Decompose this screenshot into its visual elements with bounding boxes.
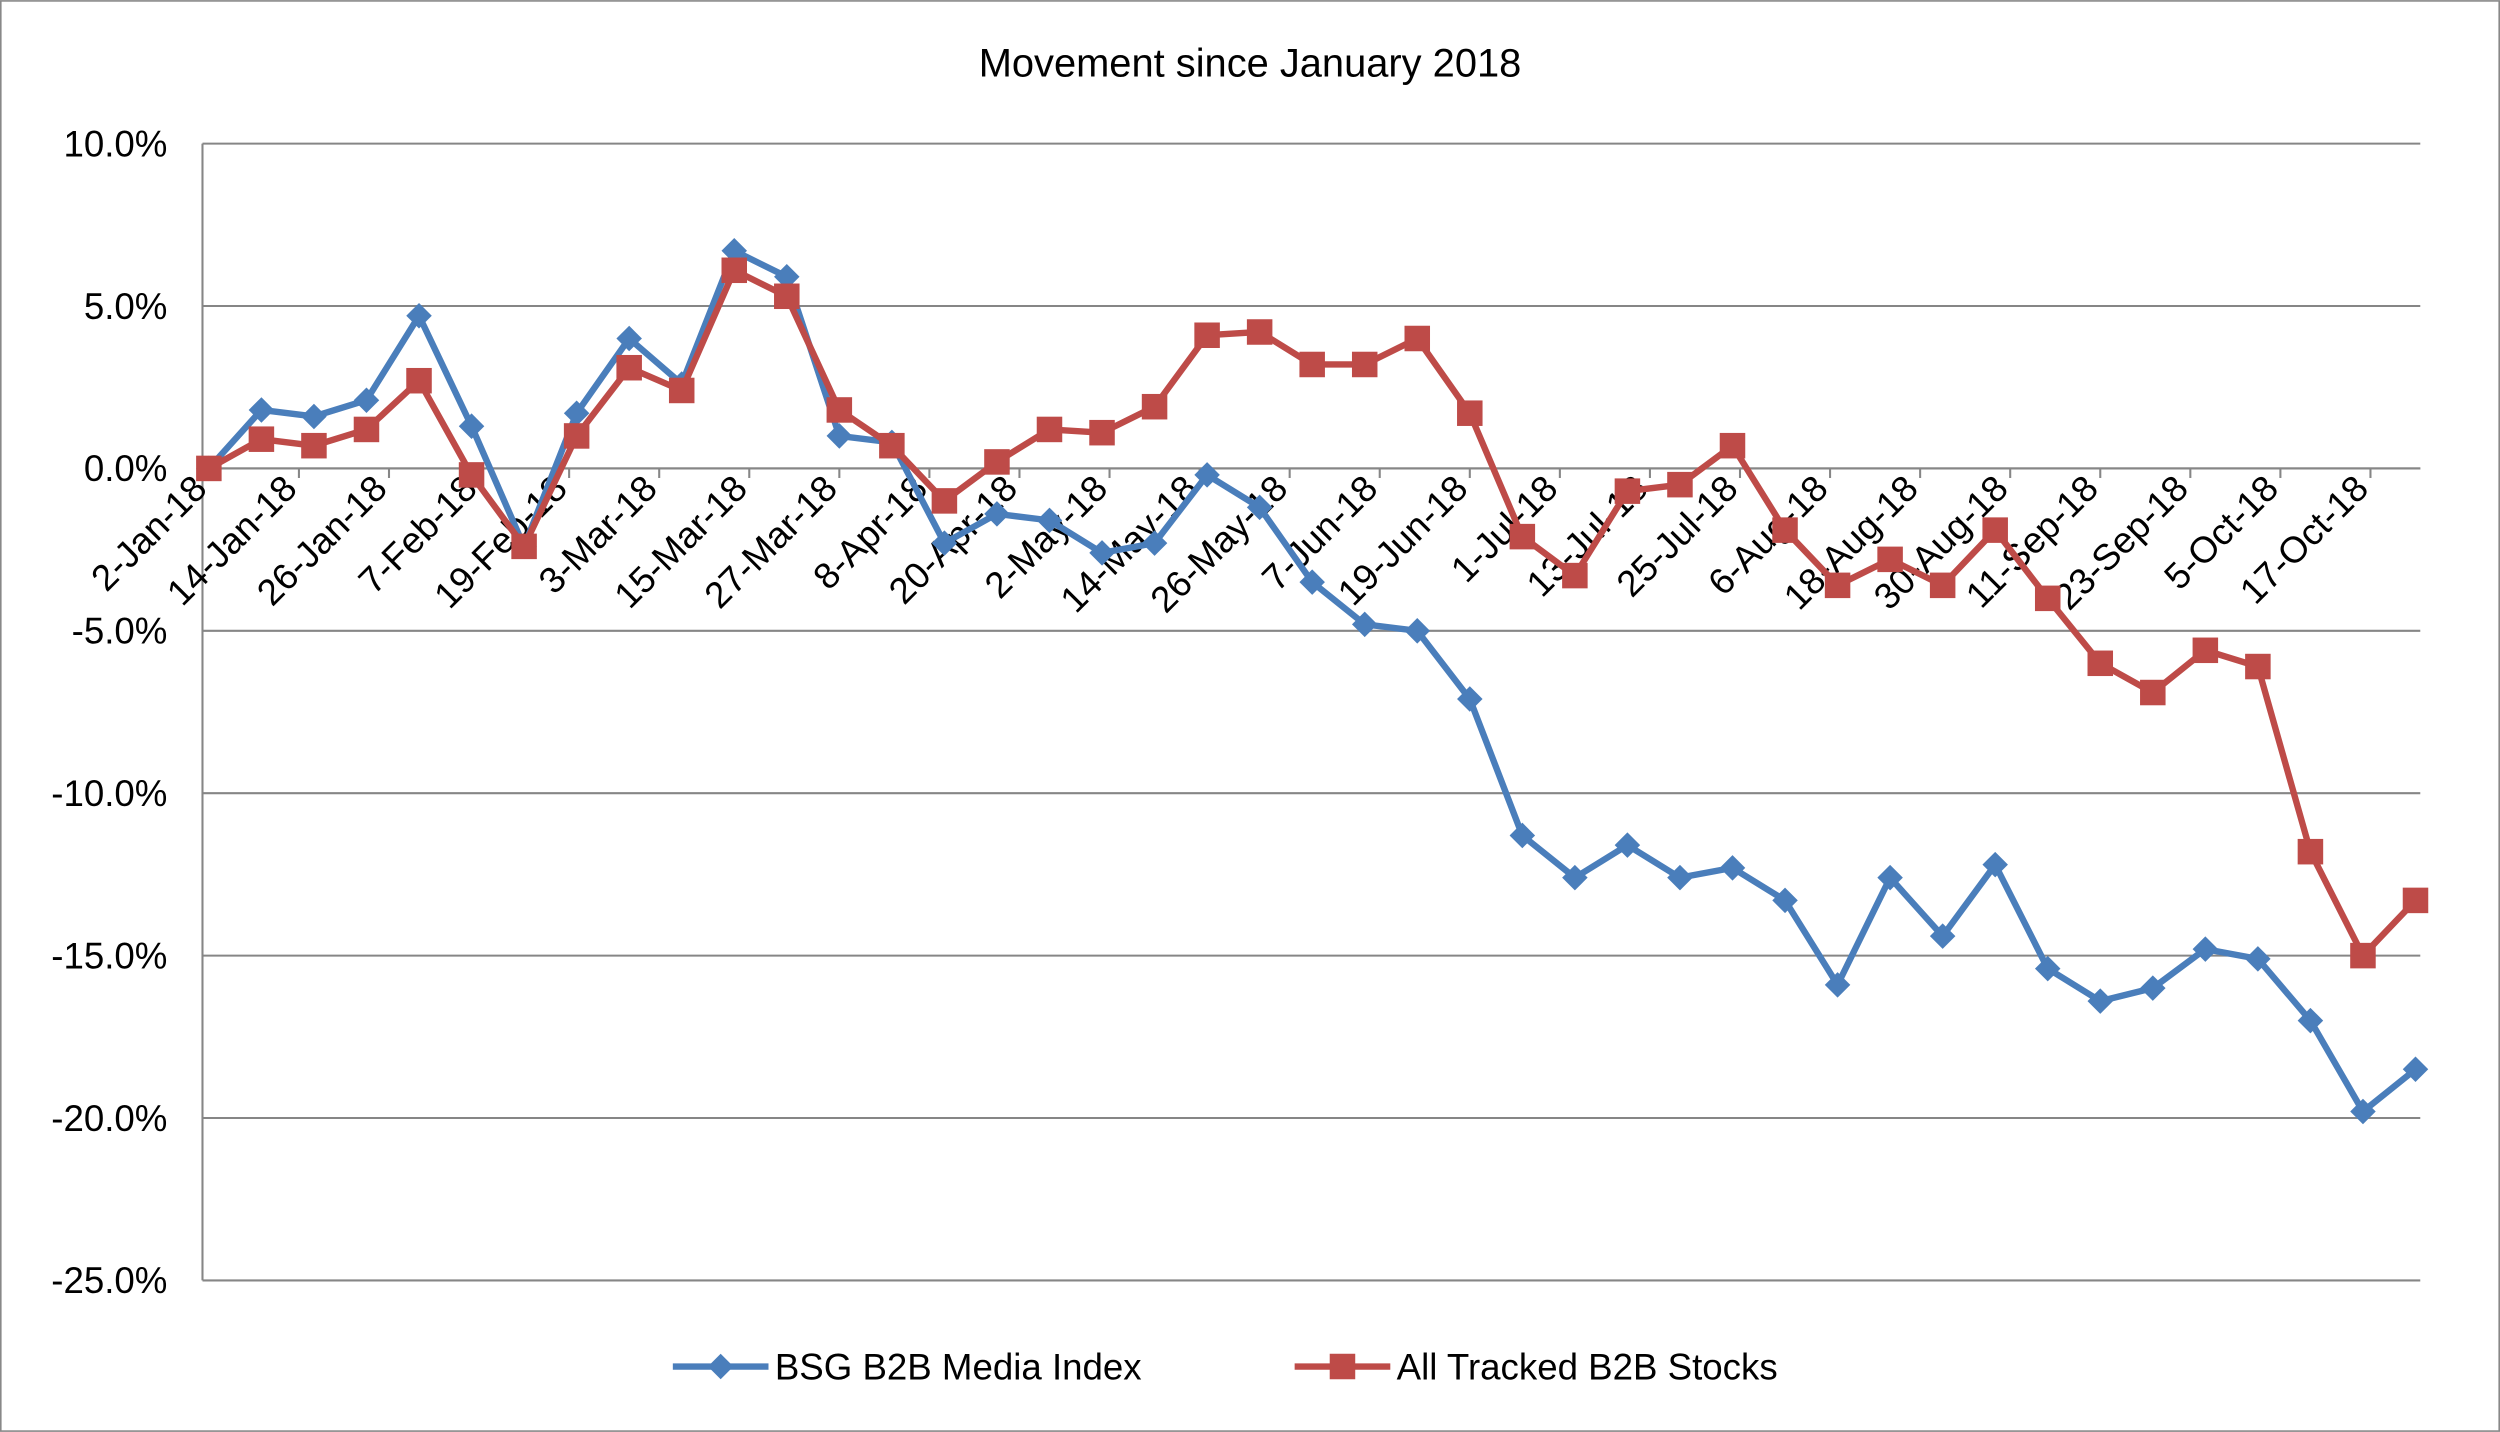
y-tick-label: -15.0%	[51, 935, 167, 976]
y-tick-label: -20.0%	[51, 1098, 167, 1139]
marker	[301, 432, 327, 459]
marker	[2034, 955, 2061, 982]
marker	[931, 530, 958, 556]
marker	[931, 488, 958, 514]
marker	[616, 354, 642, 381]
marker	[1982, 517, 2008, 543]
marker	[1667, 864, 1693, 891]
marker	[1562, 864, 1588, 891]
legend-marker	[1329, 1353, 1356, 1380]
legend-marker	[707, 1353, 734, 1380]
marker	[826, 397, 853, 423]
marker	[774, 283, 800, 310]
marker	[879, 432, 905, 459]
marker	[721, 238, 748, 264]
marker	[1667, 471, 1693, 498]
marker	[511, 533, 537, 560]
marker	[458, 462, 485, 488]
y-tick-label: -5.0%	[72, 611, 168, 652]
legend-label: All Tracked B2B Stocks	[1397, 1346, 1778, 1387]
marker	[774, 264, 800, 290]
marker	[1246, 319, 1273, 345]
marker	[2087, 988, 2114, 1014]
marker	[1457, 400, 1483, 426]
marker	[2245, 946, 2271, 972]
marker	[984, 501, 1010, 527]
marker	[1089, 419, 1115, 446]
legend-label: BSG B2B Media Index	[775, 1346, 1142, 1387]
marker	[1772, 887, 1798, 914]
marker	[1509, 523, 1536, 550]
marker	[1772, 517, 1798, 543]
marker	[1246, 494, 1273, 521]
marker	[1141, 530, 1168, 556]
marker	[1036, 416, 1063, 443]
marker	[1929, 923, 1956, 949]
y-tick-label: 10.0%	[63, 123, 167, 164]
marker	[406, 367, 432, 394]
marker	[616, 325, 642, 352]
marker	[2245, 653, 2271, 680]
marker	[2192, 637, 2219, 664]
marker	[721, 257, 748, 284]
marker	[2297, 838, 2324, 865]
chart-title: Movement since January 2018	[979, 42, 1522, 86]
marker	[2350, 942, 2376, 969]
marker	[1824, 972, 1851, 998]
marker	[1982, 851, 2008, 878]
y-tick-label: 5.0%	[84, 286, 168, 327]
marker	[1299, 569, 1325, 595]
marker	[1299, 351, 1325, 378]
marker	[2402, 887, 2429, 914]
marker	[1719, 432, 1746, 459]
marker	[2140, 679, 2166, 706]
marker	[1824, 572, 1851, 599]
y-tick-label: 0.0%	[84, 448, 168, 489]
y-tick-label: -25.0%	[51, 1260, 167, 1301]
marker	[1614, 478, 1641, 504]
marker	[1194, 462, 1220, 488]
marker	[1404, 618, 1431, 644]
marker	[1719, 855, 1746, 881]
marker	[1194, 322, 1220, 349]
marker	[353, 416, 380, 443]
marker	[2192, 936, 2219, 962]
marker	[1929, 572, 1956, 599]
marker	[1351, 611, 1378, 638]
marker	[1614, 832, 1641, 858]
marker	[1457, 686, 1483, 712]
marker	[2087, 650, 2114, 677]
marker	[353, 387, 380, 413]
marker	[826, 423, 853, 449]
marker	[458, 413, 485, 439]
marker	[196, 455, 222, 482]
marker	[301, 403, 327, 430]
marker	[248, 397, 275, 423]
marker	[2402, 1056, 2429, 1083]
marker	[1141, 393, 1168, 420]
marker	[1562, 562, 1588, 589]
marker	[2034, 585, 2061, 612]
marker	[1404, 325, 1431, 352]
marker	[1089, 540, 1115, 566]
marker	[1877, 546, 1903, 573]
marker	[248, 426, 275, 452]
marker	[1351, 351, 1378, 378]
y-tick-label: -10.0%	[51, 773, 167, 814]
marker	[2350, 1098, 2376, 1125]
marker	[563, 423, 590, 449]
marker	[1509, 822, 1536, 849]
marker	[668, 377, 695, 404]
marker	[1877, 864, 1903, 891]
marker	[984, 449, 1010, 475]
